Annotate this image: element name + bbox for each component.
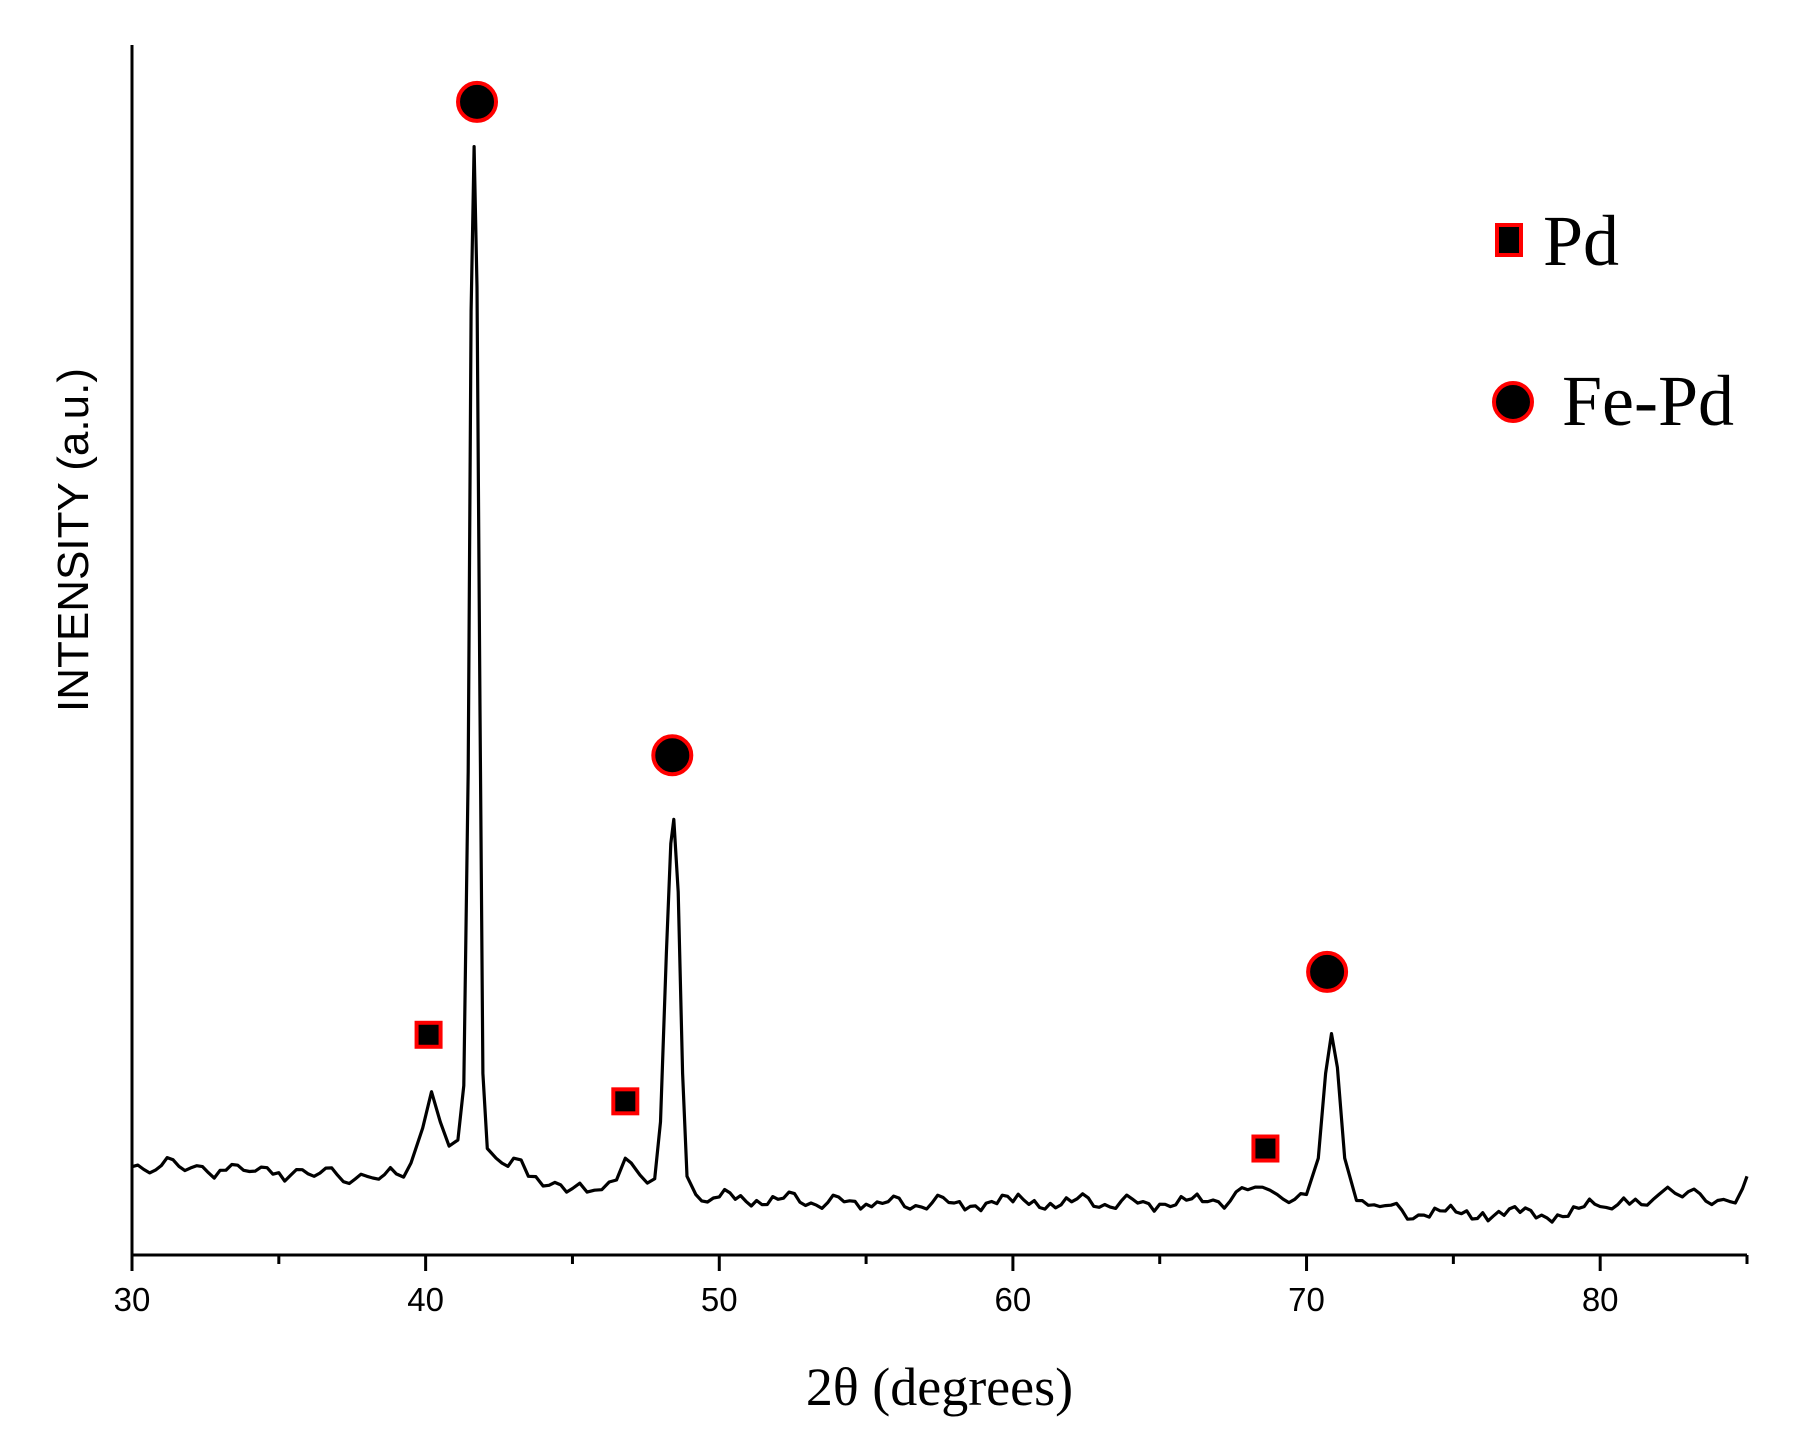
pd-peak-marker — [611, 1087, 640, 1116]
fe-pd-peak-marker — [456, 80, 499, 123]
legend-circle-marker — [1492, 381, 1534, 423]
fe-pd-peak-marker — [1306, 950, 1349, 993]
x-tick-label: 60 — [995, 1281, 1032, 1318]
chart-axes — [130, 45, 1747, 1257]
x-tick-label: 70 — [1288, 1281, 1325, 1318]
fe-pd-peak-marker — [651, 734, 694, 777]
series-layer — [131, 145, 1749, 1224]
x-tick-label: 40 — [407, 1281, 444, 1318]
x-axis-title: 2θ (degrees) — [806, 1357, 1073, 1417]
legend: Pd Fe-Pd — [1492, 201, 1734, 441]
x-tick-label: 80 — [1582, 1281, 1619, 1318]
peak-markers — [414, 80, 1349, 1163]
pd-peak-marker — [1251, 1134, 1280, 1163]
x-axis-tick-labels: 30 40 50 60 70 80 — [114, 1281, 1619, 1318]
legend-square-marker — [1495, 223, 1523, 257]
xrd-pattern-line — [131, 145, 1749, 1224]
x-tick-label: 30 — [114, 1281, 151, 1318]
x-axis-ticks — [130, 1255, 1749, 1271]
x-tick-label: 50 — [701, 1281, 738, 1318]
pd-peak-marker — [414, 1020, 443, 1049]
y-axis-title: INTENSITY (a.u.) — [49, 368, 98, 712]
legend-label: Pd — [1543, 201, 1619, 281]
legend-label: Fe-Pd — [1562, 361, 1734, 441]
